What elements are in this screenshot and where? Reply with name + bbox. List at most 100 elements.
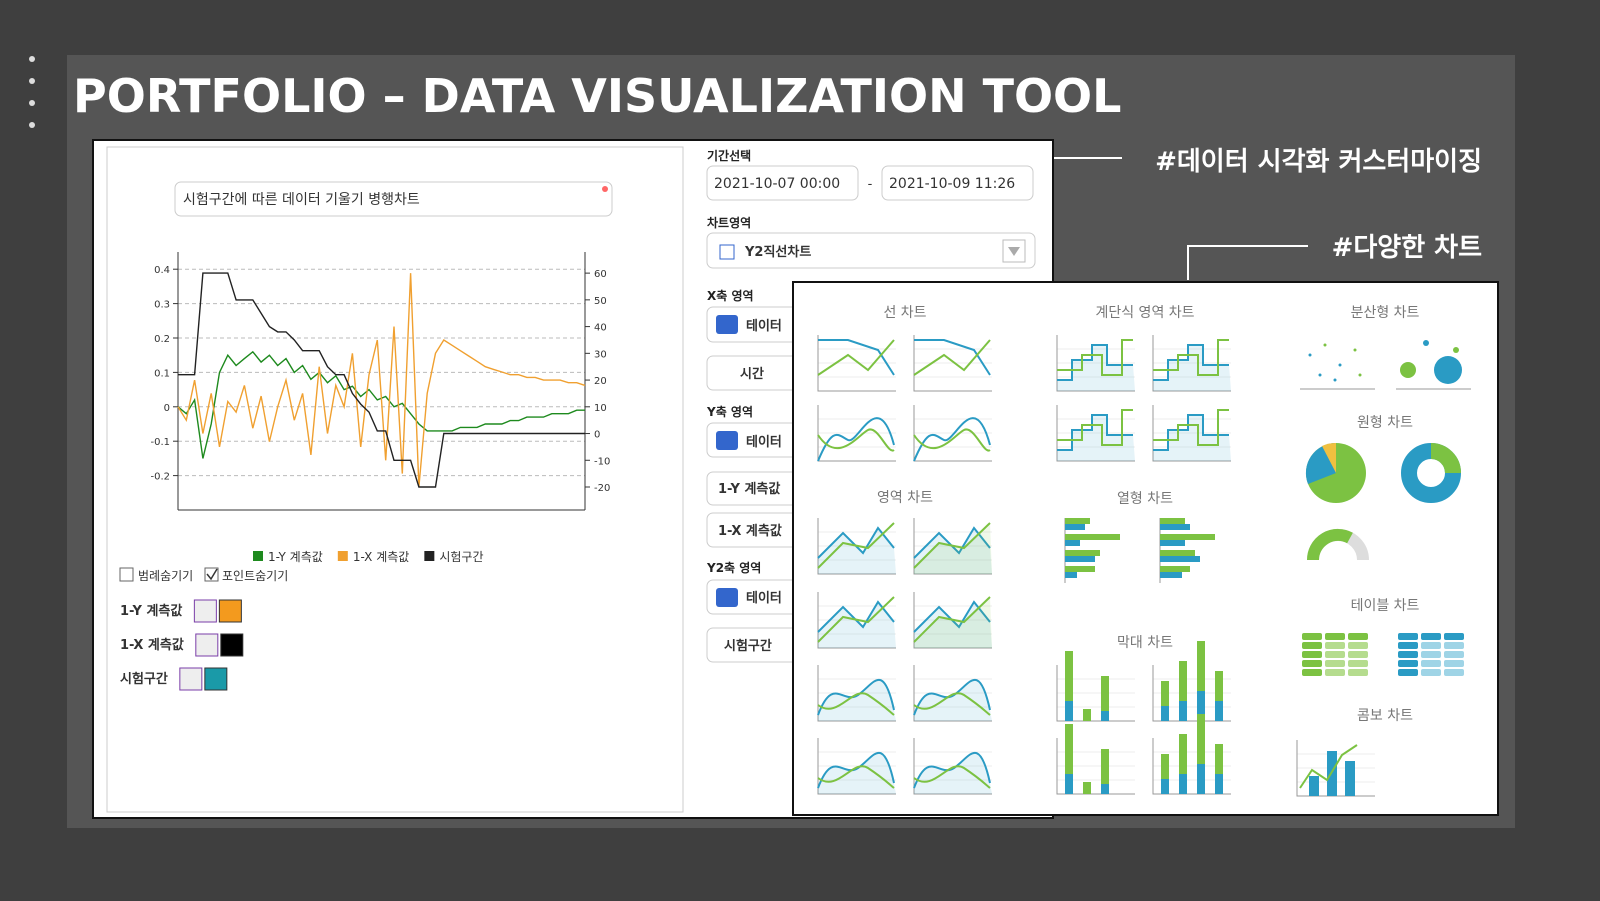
gallery-title: 열형 차트 xyxy=(1117,491,1173,507)
thumb-line xyxy=(818,339,895,376)
y2-tick-label: 10 xyxy=(594,403,607,414)
legend-label[interactable]: 1-Y 계측값 xyxy=(268,550,323,564)
annotation: #데이터 시각화 커스터마이징 xyxy=(1155,147,1482,177)
thumb-point xyxy=(1318,373,1322,377)
thumb-bar xyxy=(1101,676,1109,711)
y-tick-label: -0.1 xyxy=(150,437,170,448)
thumb-bar xyxy=(1179,661,1187,701)
source-value: 테이터 xyxy=(746,318,782,334)
thumb-point xyxy=(1323,343,1327,347)
thumb-line xyxy=(913,339,991,376)
thumb-bar xyxy=(1345,761,1355,796)
thumb-line xyxy=(1299,744,1358,789)
thumb-cell xyxy=(1302,633,1322,640)
thumb-line xyxy=(817,596,895,643)
thumb-bar xyxy=(1065,774,1073,794)
legend-swatch xyxy=(253,551,263,561)
thumb-bar xyxy=(1161,706,1169,721)
legend-swatch xyxy=(337,551,348,561)
checkbox-label: 범례숨기기 xyxy=(138,569,193,583)
y2-tick-label: -20 xyxy=(594,483,610,494)
thumb-axis xyxy=(817,665,896,722)
thumb-bar xyxy=(1065,566,1095,572)
field-label: X축 영역 xyxy=(707,288,754,303)
thumb-line xyxy=(1057,339,1133,376)
dot xyxy=(29,122,35,128)
thumb-axis xyxy=(1056,405,1135,462)
color-swatch[interactable] xyxy=(220,633,244,657)
thumb-axis xyxy=(913,592,992,649)
color-swatch[interactable] xyxy=(218,599,242,623)
thumb-bar xyxy=(1083,709,1091,721)
dot xyxy=(29,100,35,106)
thumb-cell xyxy=(1421,651,1441,658)
thumb-area xyxy=(1057,415,1135,461)
thumb-bar xyxy=(1197,691,1205,721)
date-input[interactable] xyxy=(881,165,1034,201)
gallery-title: 선 차트 xyxy=(883,305,926,321)
chart-type-select[interactable] xyxy=(706,232,1036,269)
thumb-bar xyxy=(1065,524,1085,530)
thumb-bar xyxy=(1065,724,1073,774)
thumb-cell xyxy=(1302,660,1322,667)
checkbox[interactable] xyxy=(204,567,219,582)
thumb-bar xyxy=(1179,774,1187,794)
dot xyxy=(29,56,35,62)
checkbox[interactable] xyxy=(119,567,134,582)
calendar-icon xyxy=(716,431,738,450)
field-label: 기간선택 xyxy=(707,148,751,163)
thumb-cell xyxy=(1325,633,1345,640)
gallery-title: 영역 차트 xyxy=(877,490,933,506)
thumb-line xyxy=(817,752,895,789)
thumb-point xyxy=(1434,356,1462,384)
thumb-gauge xyxy=(1306,528,1353,561)
thumb-bar xyxy=(1160,540,1185,546)
thumb-line xyxy=(817,679,895,716)
thumb-point xyxy=(1453,347,1459,353)
legend-label[interactable]: 1-X 계측값 xyxy=(353,550,410,564)
y-tick-label: 0 xyxy=(164,403,170,414)
dot xyxy=(29,78,35,84)
gallery-title: 콤보 차트 xyxy=(1357,708,1413,724)
thumb-bar xyxy=(1065,556,1095,562)
field-value: 시간 xyxy=(740,366,764,382)
thumb-axis xyxy=(817,335,896,392)
field-value: 1-Y 계측값 xyxy=(718,481,780,497)
thumb-donut xyxy=(1430,443,1461,474)
thumb-area xyxy=(1057,345,1135,391)
thumb-line xyxy=(1057,409,1133,446)
legend-label[interactable]: 시험구간 xyxy=(439,550,483,564)
color-swatch[interactable] xyxy=(204,667,228,691)
thumb-bar xyxy=(1160,524,1190,530)
thumb-cell xyxy=(1348,642,1368,649)
field-label: Y2축 영역 xyxy=(706,560,761,575)
palette-icon[interactable] xyxy=(193,599,217,623)
thumb-bar xyxy=(1197,764,1205,794)
thumb-bar xyxy=(1215,671,1223,701)
calendar-icon xyxy=(716,315,738,334)
thumb-point xyxy=(1358,373,1362,377)
thumb-bar xyxy=(1065,540,1080,546)
thumbnails xyxy=(817,335,1471,797)
thumb-cell xyxy=(1348,660,1368,667)
gallery-title: 막대 차트 xyxy=(1117,635,1173,651)
thumb-axis xyxy=(1152,405,1231,462)
thumb-bar xyxy=(1197,641,1205,691)
thumb-cell xyxy=(1302,642,1322,649)
thumb-cell xyxy=(1398,660,1418,667)
thumb-bar xyxy=(1179,701,1187,721)
thumb-line xyxy=(1057,344,1133,381)
date-input[interactable] xyxy=(706,165,859,201)
palette-icon[interactable] xyxy=(195,633,219,657)
thumb-axis xyxy=(913,518,992,575)
thumb-bar xyxy=(1179,734,1187,774)
thumb-bar xyxy=(1197,714,1205,764)
thumb-area xyxy=(818,679,896,721)
field-value: 시험구간 xyxy=(724,638,772,654)
palette-icon[interactable] xyxy=(179,667,203,691)
thumb-cell xyxy=(1398,633,1418,640)
checkbox-label: 포인트숨기기 xyxy=(222,569,288,583)
thumb-bar xyxy=(1160,566,1190,572)
thumb-area xyxy=(1153,345,1231,391)
thumb-bar xyxy=(1065,534,1120,540)
